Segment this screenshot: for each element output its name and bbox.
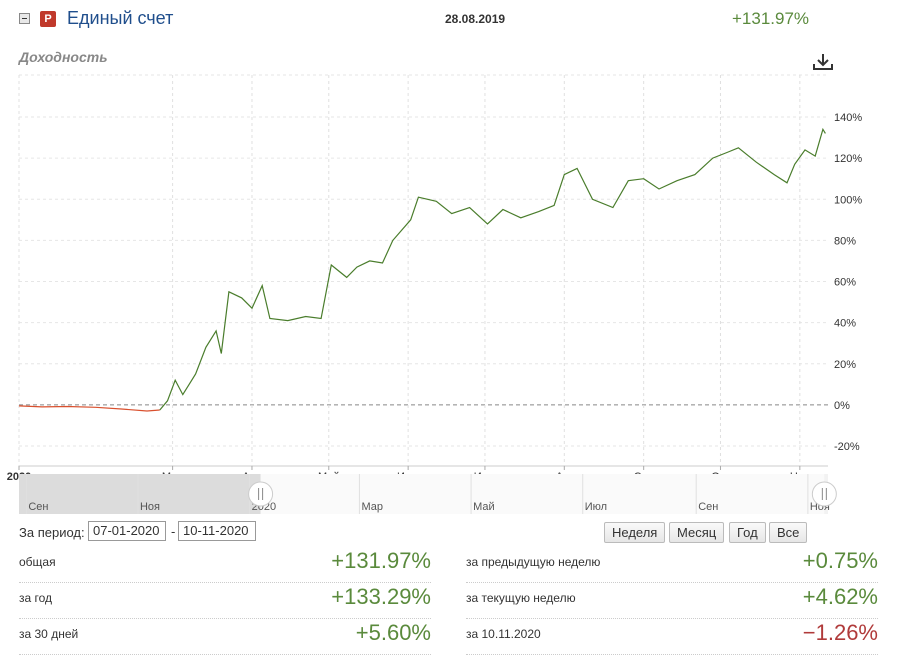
account-date: 28.08.2019 [445,12,506,26]
returns-series [18,127,826,412]
stat-label: за предыдущую неделю [466,555,601,569]
returns-chart: 140%120%100%80%60%40%20%0%-20% 2020МарАп… [7,74,862,514]
stat-value: +133.29% [331,584,431,609]
stat-row-30days: за 30 дней +5.60% [19,618,431,655]
stat-row-year: за год +133.29% [19,582,431,619]
date-to-input[interactable]: 10-11-2020 [178,521,256,541]
y-tick-label: 0% [834,400,850,412]
y-tick-label: 60% [834,277,856,289]
stat-row-total: общая +131.97% [19,546,431,583]
stat-label: за текущую неделю [466,591,576,605]
stat-row-current-week: за текущую неделю +4.62% [466,582,878,619]
y-tick-label: 40% [834,318,856,330]
range-button-week[interactable]: Неделя [604,522,666,543]
navigator: Сен Ноя 2020 Мар Май Июл Сен Ноя [19,474,837,514]
range-button-year[interactable]: Год [729,522,766,543]
date-from-input[interactable]: 07-01-2020 [88,521,166,541]
y-axis: 140% 120% 100% 80% 60% 40% 20% 0% -20% [834,112,862,453]
handle-circle [811,481,837,507]
navigator-tick-label: Сен [698,501,718,513]
y-tick-label: 20% [834,359,856,371]
range-button-all[interactable]: Все [769,522,808,543]
navigator-tick-label: Май [473,501,495,513]
stat-value: +0.75% [802,548,878,573]
stat-value: +4.62% [802,584,878,609]
download-icon[interactable] [812,53,834,71]
period-label: За период: [19,525,85,540]
handle-circle [248,481,274,507]
series-line-positive [159,127,826,411]
account-total-return: +131.97% [732,9,810,28]
account-name[interactable]: Единый счет [67,8,174,28]
navigator-tick-label: Ноя [140,501,160,513]
chart-grid [18,74,828,467]
y-tick-label: 80% [834,235,856,247]
range-button-month[interactable]: Месяц [669,522,725,543]
y-tick-label: 140% [834,112,862,124]
navigator-tick-label: Сен [28,501,48,513]
stat-label: за 10.11.2020 [466,627,541,641]
series-line-negative [18,405,160,412]
stat-value: +5.60% [355,620,431,645]
stat-label: общая [19,555,56,569]
navigator-selection [260,474,825,514]
y-tick-label: -20% [834,441,860,453]
navigator-mask-left [19,474,261,514]
stat-row-day: за 10.11.2020 −1.26% [466,618,878,655]
y-tick-label: 100% [834,194,862,206]
stat-value: −1.26% [802,620,878,645]
account-badge: Р [40,11,56,27]
navigator-handle-right[interactable] [811,481,837,507]
stat-label: за год [19,591,53,605]
stat-row-prev-week: за предыдущую неделю +0.75% [466,546,878,583]
collapse-icon[interactable] [19,13,30,24]
stat-value: +131.97% [331,548,431,573]
navigator-tick-label: Мар [361,501,383,513]
stat-label: за 30 дней [19,627,79,641]
date-separator: - [171,524,176,539]
chart-title: Доходность [19,49,108,65]
navigator-handle-left[interactable] [248,481,274,507]
navigator-tick-label: Июл [585,501,607,513]
y-tick-label: 120% [834,153,862,165]
